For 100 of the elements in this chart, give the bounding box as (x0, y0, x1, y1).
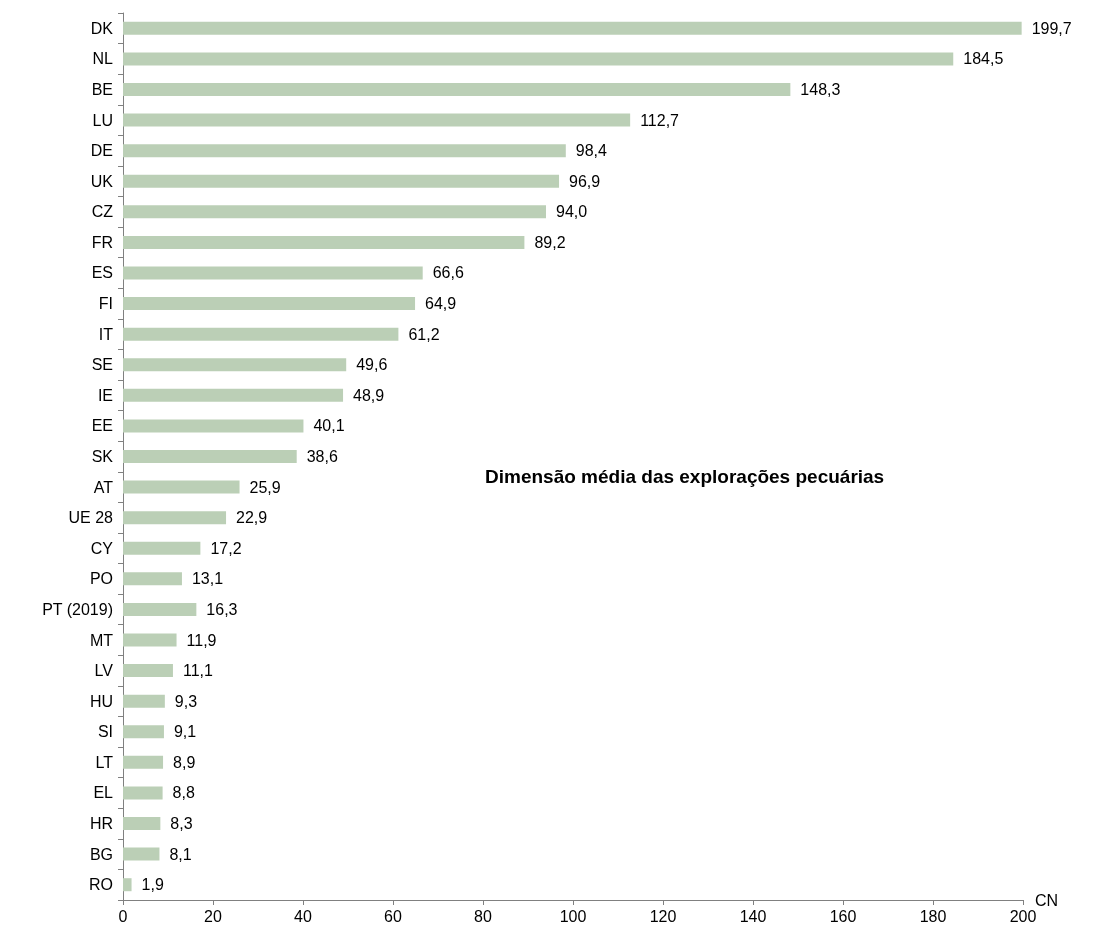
x-tick-label: 60 (384, 907, 402, 925)
y-tick-label: LT (95, 753, 114, 771)
y-tick-label: CZ (91, 203, 114, 221)
data-label: 8,8 (172, 784, 195, 802)
bar (123, 266, 423, 280)
x-tick-label: 120 (649, 907, 677, 925)
bar (123, 480, 240, 494)
data-label: 89,2 (534, 233, 566, 251)
bar (123, 297, 416, 311)
data-label: 8,3 (170, 815, 193, 833)
data-label: 22,9 (236, 509, 268, 527)
y-tick-label: EL (93, 784, 114, 802)
data-label: 17,2 (210, 539, 242, 557)
y-tick-label: DK (90, 19, 114, 37)
data-label: 112,7 (640, 111, 680, 129)
y-tick-label: SK (91, 448, 114, 465)
bar (123, 52, 954, 66)
y-tick-label: IT (98, 325, 114, 343)
bar (123, 235, 525, 249)
bar (123, 664, 173, 678)
bar (123, 21, 1022, 35)
data-label: 48,9 (353, 386, 385, 404)
y-tick-label: UK (90, 172, 114, 190)
data-label: 11,1 (182, 662, 213, 680)
data-label: 49,6 (356, 356, 388, 374)
text: Dimensão média das explorações pecuárias (485, 466, 885, 487)
data-label: 40,1 (313, 417, 345, 435)
bar (123, 725, 164, 739)
data-label: 9,3 (174, 692, 198, 710)
x-tick-label: 100 (559, 907, 587, 925)
bar (123, 511, 227, 525)
bar (123, 450, 297, 463)
data-label: 9,1 (173, 723, 197, 741)
data-label: 96,9 (569, 172, 601, 190)
data-label: 13,1 (191, 570, 224, 588)
x-tick-label: 20 (204, 907, 222, 925)
bar (123, 327, 399, 341)
bar (123, 817, 161, 831)
bar (123, 572, 182, 586)
y-tick-label: PT (2019) (42, 600, 113, 618)
data-label: 16,3 (206, 600, 238, 618)
data-label: 184,5 (963, 50, 1004, 68)
x-tick-label: 0 (118, 907, 128, 925)
y-tick-label: HR (89, 815, 113, 833)
data-label: 148,3 (800, 80, 841, 98)
bar (123, 786, 163, 800)
y-tick-label: DE (90, 142, 113, 160)
y-tick-label: CY (90, 539, 114, 557)
y-tick-label: LV (94, 662, 114, 680)
bar (123, 541, 201, 555)
y-tick-label: PO (89, 570, 113, 588)
bar (123, 388, 344, 402)
data-label: 61,2 (408, 325, 440, 343)
y-tick-label: IE (97, 386, 113, 404)
y-tick-label: ES (91, 264, 113, 282)
y-tick-label: SE (91, 356, 113, 374)
bar (123, 847, 160, 861)
y-tick-label: UE 28 (68, 509, 114, 527)
data-label: 8,1 (169, 845, 192, 863)
y-tick-label: NL (92, 50, 114, 68)
bar (123, 113, 631, 127)
bar (123, 82, 791, 96)
x-tick-label: 40 (294, 907, 312, 925)
data-label: 38,6 (306, 448, 338, 465)
y-tick-label: BG (89, 845, 113, 863)
y-tick-label: MT (89, 631, 114, 649)
y-tick-label: LU (92, 111, 113, 129)
data-label: 94,0 (556, 203, 588, 221)
y-tick-label: RO (89, 876, 113, 894)
x-tick-label: 80 (474, 907, 492, 925)
bar (123, 205, 546, 219)
data-label: 8,9 (173, 753, 196, 771)
x-tick-label: 160 (829, 907, 857, 925)
data-label: 11,9 (186, 631, 217, 649)
x-axis-title: CN (1035, 891, 1059, 909)
bar (123, 602, 197, 616)
data-label: 199,7 (1031, 19, 1072, 37)
bar (123, 755, 164, 769)
y-tick-label: FI (98, 295, 113, 313)
bar (123, 694, 165, 708)
y-tick-label: HU (89, 692, 113, 710)
data-label: 66,6 (432, 264, 464, 282)
data-label: 25,9 (249, 478, 281, 496)
bar (123, 878, 132, 892)
x-tick-label: 180 (919, 907, 947, 925)
bar (123, 419, 304, 433)
data-label: 64,9 (425, 295, 457, 313)
bar (123, 358, 347, 372)
bar (123, 174, 560, 188)
bar (123, 633, 177, 647)
y-tick-label: EE (91, 417, 113, 435)
x-tick-label: 200 (1009, 907, 1037, 925)
y-tick-label: SI (97, 723, 113, 741)
y-tick-label: BE (91, 80, 113, 98)
data-label: 98,4 (575, 142, 608, 160)
x-tick-label: 140 (739, 907, 767, 925)
y-tick-label: FR (91, 233, 113, 251)
data-label: 1,9 (141, 876, 164, 894)
y-tick-label: AT (93, 478, 114, 496)
bar (123, 144, 566, 158)
